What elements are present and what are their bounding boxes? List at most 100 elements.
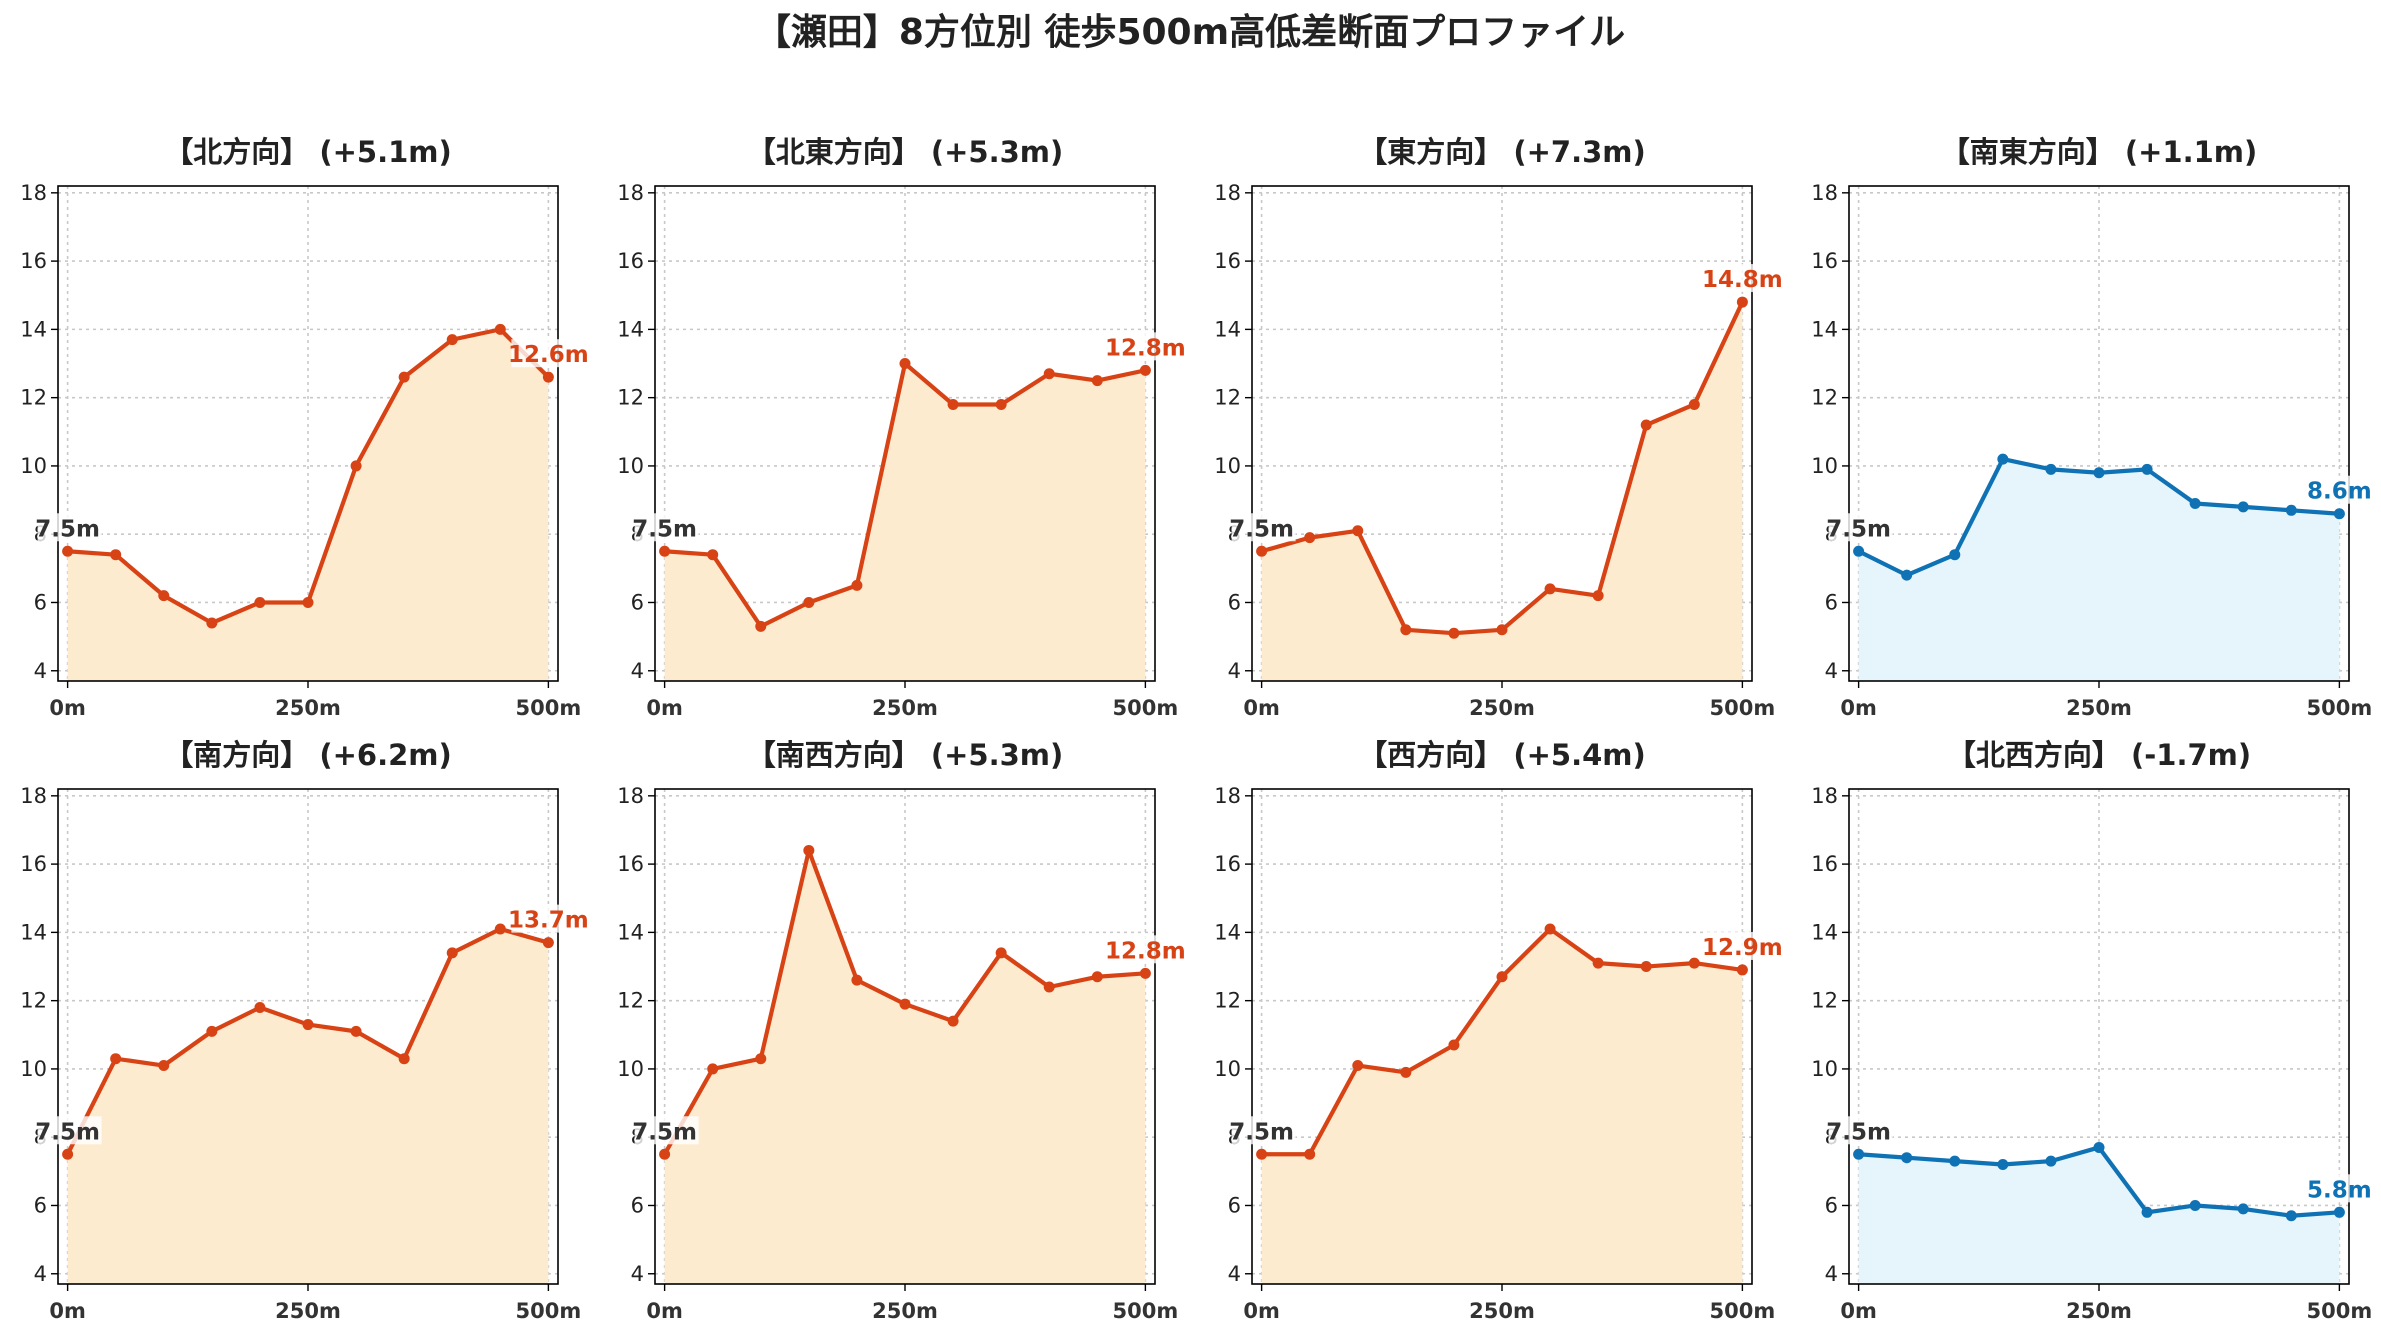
elevation-point bbox=[1736, 964, 1748, 976]
start-label-bg bbox=[634, 513, 699, 542]
x-tick-label: 500m bbox=[1710, 1299, 1776, 1323]
end-elevation-label: 12.9m bbox=[1702, 935, 1783, 961]
y-tick-label: 16 bbox=[617, 249, 644, 273]
panel-title: 【北東方向】 (+5.3m) bbox=[747, 135, 1064, 169]
y-tick-label: 14 bbox=[20, 920, 47, 944]
elevation-point bbox=[254, 596, 266, 608]
chart-panel: 【南東方向】 (+1.1m)46810121416180m250m500m7.5… bbox=[1811, 135, 2372, 720]
y-tick-label: 6 bbox=[1825, 1193, 1838, 1217]
y-tick-label: 12 bbox=[20, 989, 47, 1013]
y-tick-label: 18 bbox=[617, 784, 644, 808]
axes-frame bbox=[57, 788, 559, 1285]
y-tick-label: 14 bbox=[20, 317, 47, 341]
elevation-point bbox=[1304, 1148, 1316, 1160]
y-tick-label: 6 bbox=[1825, 590, 1838, 614]
axes-frame bbox=[654, 788, 1156, 1285]
elevation-point bbox=[2237, 1203, 2249, 1215]
elevation-point bbox=[803, 596, 815, 608]
elevation-point bbox=[1400, 624, 1412, 636]
elevation-point bbox=[1592, 590, 1604, 602]
y-tick-label: 4 bbox=[1825, 1262, 1838, 1286]
y-tick-label: 14 bbox=[1214, 920, 1241, 944]
elevation-point bbox=[1853, 545, 1865, 557]
elevation-point bbox=[2045, 463, 2057, 475]
y-tick-label: 12 bbox=[1811, 989, 1838, 1013]
y-tick-label: 10 bbox=[1214, 1057, 1241, 1081]
y-tick-label: 6 bbox=[34, 590, 47, 614]
end-elevation-label: 12.6m bbox=[508, 342, 589, 368]
elevation-point bbox=[947, 398, 959, 410]
x-tick-label: 250m bbox=[872, 1299, 938, 1323]
elevation-point bbox=[398, 1053, 410, 1065]
start-elevation-label: 7.5m bbox=[1826, 516, 1891, 542]
elevation-area bbox=[664, 363, 1146, 681]
elevation-point bbox=[2141, 1206, 2153, 1218]
elevation-point bbox=[1997, 453, 2009, 465]
end-elevation-label: 14.8m bbox=[1702, 267, 1783, 293]
x-tick-label: 0m bbox=[1243, 1299, 1280, 1323]
axes-frame bbox=[57, 185, 559, 682]
elevation-point bbox=[2045, 1155, 2057, 1167]
end-elevation-label: 13.7m bbox=[508, 908, 589, 934]
start-label-bg bbox=[1231, 1116, 1296, 1145]
chart-panel: 【南方向】 (+6.2m)46810121416180m250m500m7.5m… bbox=[20, 738, 588, 1323]
elevation-point bbox=[1448, 1039, 1460, 1051]
elevation-point bbox=[659, 545, 671, 557]
y-tick-label: 14 bbox=[617, 920, 644, 944]
x-tick-label: 500m bbox=[2307, 1299, 2373, 1323]
elevation-point bbox=[2093, 467, 2105, 479]
y-tick-label: 6 bbox=[1228, 1193, 1241, 1217]
y-tick-label: 12 bbox=[1214, 989, 1241, 1013]
x-tick-label: 500m bbox=[2307, 696, 2373, 720]
elevation-point bbox=[158, 590, 170, 602]
elevation-point bbox=[542, 937, 554, 949]
y-tick-label: 4 bbox=[1228, 659, 1241, 683]
elevation-point bbox=[755, 620, 767, 632]
elevation-point bbox=[1640, 961, 1652, 973]
end-label-bg bbox=[2309, 1174, 2370, 1203]
elevation-point bbox=[1352, 1060, 1364, 1072]
y-tick-label: 16 bbox=[20, 852, 47, 876]
y-tick-label: 16 bbox=[1811, 249, 1838, 273]
elevation-point bbox=[110, 549, 122, 561]
y-tick-label: 14 bbox=[617, 317, 644, 341]
y-tick-label: 14 bbox=[1214, 317, 1241, 341]
axes-frame bbox=[654, 185, 1156, 682]
chart-panel: 【西方向】 (+5.4m)46810121416180m250m500m7.5m… bbox=[1214, 738, 1782, 1323]
x-tick-label: 250m bbox=[275, 696, 341, 720]
elevation-point bbox=[2333, 1206, 2345, 1218]
elevation-area bbox=[1858, 1147, 2340, 1284]
elevation-point bbox=[851, 974, 863, 986]
panel-title: 【北方向】 (+5.1m) bbox=[164, 135, 452, 169]
start-elevation-label: 7.5m bbox=[35, 516, 100, 542]
elevation-point bbox=[206, 1025, 218, 1037]
elevation-point bbox=[62, 545, 74, 557]
end-label-bg bbox=[511, 904, 586, 933]
end-label-bg bbox=[1108, 935, 1183, 964]
x-tick-label: 0m bbox=[49, 1299, 86, 1323]
elevation-point bbox=[1091, 375, 1103, 387]
x-tick-label: 500m bbox=[516, 696, 582, 720]
elevation-point bbox=[1496, 971, 1508, 983]
elevation-point bbox=[1400, 1066, 1412, 1078]
y-tick-label: 4 bbox=[631, 659, 644, 683]
elevation-point bbox=[1496, 624, 1508, 636]
x-tick-label: 0m bbox=[646, 1299, 683, 1323]
start-elevation-label: 7.5m bbox=[632, 516, 697, 542]
elevation-point bbox=[1304, 532, 1316, 544]
elevation-point bbox=[1736, 296, 1748, 308]
elevation-point bbox=[350, 460, 362, 472]
y-tick-label: 12 bbox=[617, 989, 644, 1013]
elevation-point bbox=[659, 1148, 671, 1160]
elevation-point bbox=[206, 617, 218, 629]
x-tick-label: 500m bbox=[1113, 1299, 1179, 1323]
elevation-point bbox=[2333, 508, 2345, 520]
elevation-point bbox=[1901, 569, 1913, 581]
start-label-bg bbox=[1231, 513, 1296, 542]
end-elevation-label: 12.8m bbox=[1105, 335, 1186, 361]
elevation-point bbox=[1448, 627, 1460, 639]
start-label-bg bbox=[1828, 1116, 1893, 1145]
elevation-point bbox=[1091, 971, 1103, 983]
y-tick-label: 4 bbox=[34, 1262, 47, 1286]
